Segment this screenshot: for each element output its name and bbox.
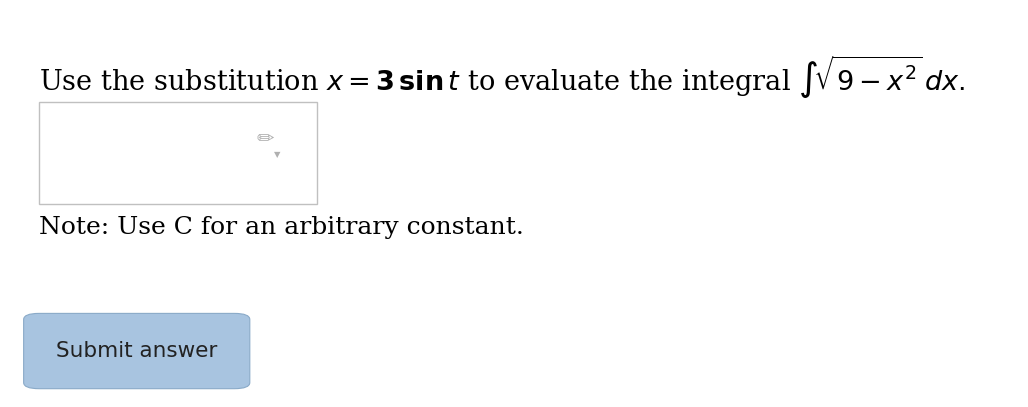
Text: ✏: ✏ [256, 128, 274, 149]
Text: Use the substitution $x = \mathbf{3\,\mathbf{sin}}\,t$ to evaluate the integral : Use the substitution $x = \mathbf{3\,\ma… [39, 53, 965, 101]
Text: Note: Use C for an arbitrary constant.: Note: Use C for an arbitrary constant. [39, 216, 524, 239]
FancyBboxPatch shape [24, 313, 250, 389]
Text: ▼: ▼ [274, 150, 281, 159]
Text: Submit answer: Submit answer [57, 341, 217, 361]
FancyBboxPatch shape [39, 102, 317, 204]
